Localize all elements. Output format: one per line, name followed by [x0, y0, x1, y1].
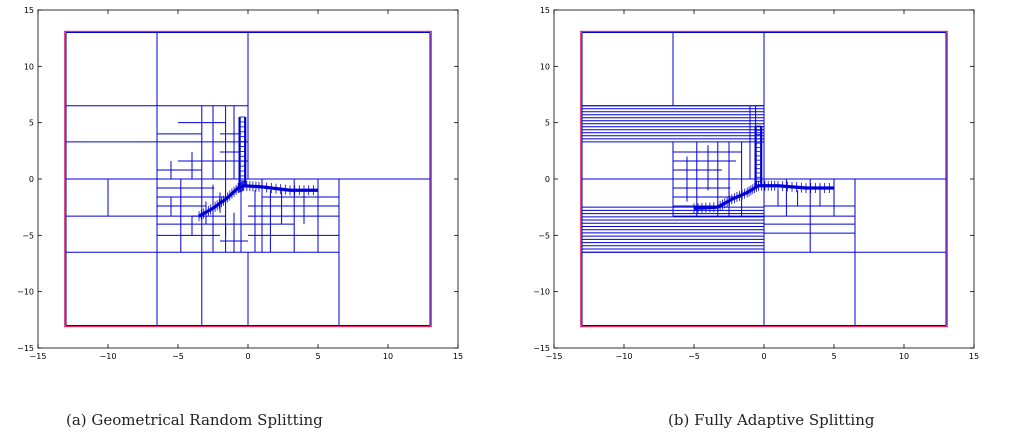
x-tick-label: −5 — [172, 352, 184, 361]
x-tick-label: 15 — [969, 352, 979, 361]
split-cells — [65, 32, 431, 326]
y-tick-label: 5 — [29, 119, 34, 128]
y-tick-label: 10 — [24, 62, 34, 71]
y-tick-label: 15 — [24, 6, 34, 15]
domain-boundary — [64, 30, 432, 328]
x-tick-label: 15 — [453, 352, 463, 361]
y-tick-label: −15 — [533, 344, 550, 353]
y-tick-label: −15 — [17, 344, 34, 353]
y-tick-label: 0 — [29, 175, 34, 184]
y-tick-label: 10 — [540, 62, 550, 71]
y-tick-label: −10 — [533, 288, 550, 297]
x-tick-label: −10 — [616, 352, 633, 361]
x-tick-label: 5 — [315, 352, 320, 361]
split-cells — [581, 32, 947, 326]
x-tick-label: 10 — [899, 352, 909, 361]
x-tick-label: −15 — [546, 352, 563, 361]
y-tick-label: 15 — [540, 6, 550, 15]
x-tick-label: 10 — [383, 352, 393, 361]
x-tick-label: −15 — [30, 352, 47, 361]
x-tick-label: 0 — [245, 352, 250, 361]
caption-a: (a) Geometrical Random Splitting — [66, 411, 323, 429]
y-tick-label: −10 — [17, 288, 34, 297]
caption-b: (b) Fully Adaptive Splitting — [668, 411, 875, 429]
x-tick-label: −5 — [688, 352, 700, 361]
figure-panel-a: −15 −10 −5 0 5 10 15 −15 −10 −5 0 5 10 15 (a) Geometr… — [17, 6, 463, 429]
x-tick-label: −10 — [100, 352, 117, 361]
split-diagram-a: −15 −10 −5 0 5 10 15 −15 −10 −5 0 5 10 15 — [17, 6, 463, 361]
y-tick-label: −5 — [538, 231, 550, 240]
y-tick-label: 0 — [545, 175, 550, 184]
y-tick-label: 5 — [545, 119, 550, 128]
figure-panel-b: −15 −10 −5 0 5 10 15 −15 −10 −5 0 5 10 15 (b) Fully A… — [516, 0, 1032, 441]
x-tick-label: 0 — [761, 352, 766, 361]
y-tick-label: −5 — [22, 231, 34, 240]
split-diagram-b: −15 −10 −5 0 5 10 15 −15 −10 −5 0 5 10 15 — [533, 6, 979, 361]
x-tick-label: 5 — [831, 352, 836, 361]
domain-boundary — [580, 30, 948, 328]
